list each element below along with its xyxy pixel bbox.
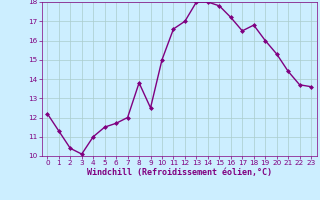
X-axis label: Windchill (Refroidissement éolien,°C): Windchill (Refroidissement éolien,°C) (87, 168, 272, 177)
